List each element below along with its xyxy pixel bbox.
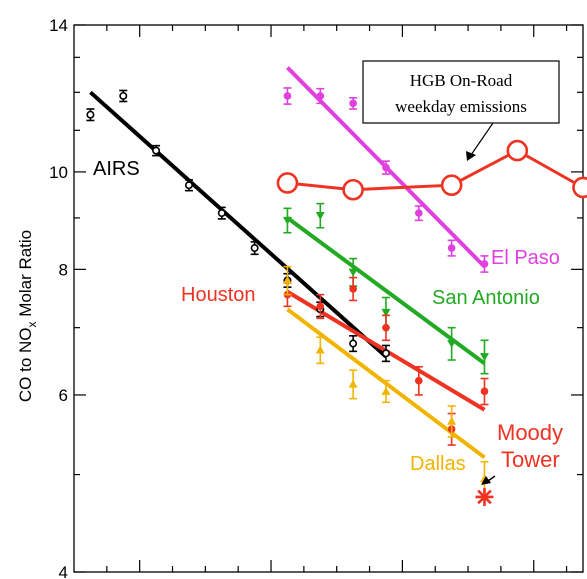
point-airs xyxy=(119,91,128,100)
point-hgb-on-road-weekday-emissions xyxy=(342,178,364,201)
point-san-antonio xyxy=(348,268,358,277)
label-dallas: Dallas xyxy=(410,453,466,475)
point-houston xyxy=(349,285,357,293)
moody-arrow xyxy=(481,475,496,485)
callout-box xyxy=(362,60,560,124)
axes xyxy=(73,24,584,573)
point-el-paso xyxy=(349,99,357,108)
point-dallas xyxy=(447,416,457,425)
point-dallas xyxy=(282,275,292,284)
data-points xyxy=(86,87,587,506)
label-houston: Houston xyxy=(181,284,256,306)
x-tick-label: 2000 xyxy=(252,577,290,579)
point-el-paso xyxy=(316,92,325,100)
y-tick-label: 14 xyxy=(49,16,68,35)
point-hgb-on-road-weekday-emissions xyxy=(506,139,529,162)
point-airs xyxy=(349,339,358,348)
point-houston xyxy=(382,323,390,332)
plot-frame xyxy=(73,24,584,573)
callout-line-1: HGB On-Road xyxy=(410,71,513,90)
point-dallas xyxy=(381,386,391,395)
y-axis-label-main: CO to NO xyxy=(16,328,35,403)
axis-ticks: 1996 2000 2004 2008 4 6 8 10 14 xyxy=(49,16,583,579)
point-dallas xyxy=(348,379,358,388)
fit-line-airs xyxy=(89,90,388,359)
point-hgb-on-road-weekday-emissions xyxy=(572,176,587,199)
point-hgb-on-road-weekday-emissions xyxy=(276,172,299,194)
point-airs xyxy=(184,181,193,190)
point-houston xyxy=(480,387,489,396)
point-el-paso xyxy=(415,209,423,217)
y-tick-label: 4 xyxy=(59,563,68,579)
point-el-paso xyxy=(382,163,390,172)
label-airs: AIRS xyxy=(93,158,140,180)
point-houston xyxy=(415,376,423,385)
label-moody: Moody xyxy=(497,420,563,445)
y-tick-label: 6 xyxy=(59,386,68,405)
point-san-antonio xyxy=(282,216,292,225)
x-tick-label: 2004 xyxy=(383,577,421,579)
y-tick-label: 10 xyxy=(49,163,68,182)
point-el-paso xyxy=(480,260,489,268)
y-axis-label-subscript: x xyxy=(25,322,39,328)
callout-arrow xyxy=(466,122,494,161)
point-airs xyxy=(152,146,161,155)
label-el-paso: El Paso xyxy=(491,247,560,269)
point-airs xyxy=(381,349,390,358)
point-airs xyxy=(250,244,259,253)
x-tick-label: 1996 xyxy=(121,577,159,579)
point-san-antonio xyxy=(447,340,457,349)
y-tick-label: 8 xyxy=(59,260,68,279)
label-san-antonio: San Antonio xyxy=(432,287,540,309)
label-tower: Tower xyxy=(501,447,560,472)
point-hgb-on-road-weekday-emissions xyxy=(440,174,463,197)
point-airs xyxy=(217,209,226,218)
point-houston xyxy=(316,302,325,311)
x-tick-label: 2008 xyxy=(515,577,553,579)
point-airs xyxy=(86,110,95,119)
point-el-paso xyxy=(283,92,292,100)
callout-line-2: weekday emissions xyxy=(395,97,527,116)
y-axis-label: CO to NOx Molar Ratio xyxy=(16,230,39,402)
point-moody-tower xyxy=(477,489,492,505)
point-san-antonio xyxy=(315,212,325,221)
y-axis-label-suffix: Molar Ratio xyxy=(16,230,35,322)
point-san-antonio xyxy=(479,353,489,362)
connector-hgb-on-road-weekday-emissions xyxy=(287,148,584,192)
point-san-antonio xyxy=(381,308,391,317)
point-el-paso xyxy=(447,244,456,252)
point-dallas xyxy=(315,345,325,354)
